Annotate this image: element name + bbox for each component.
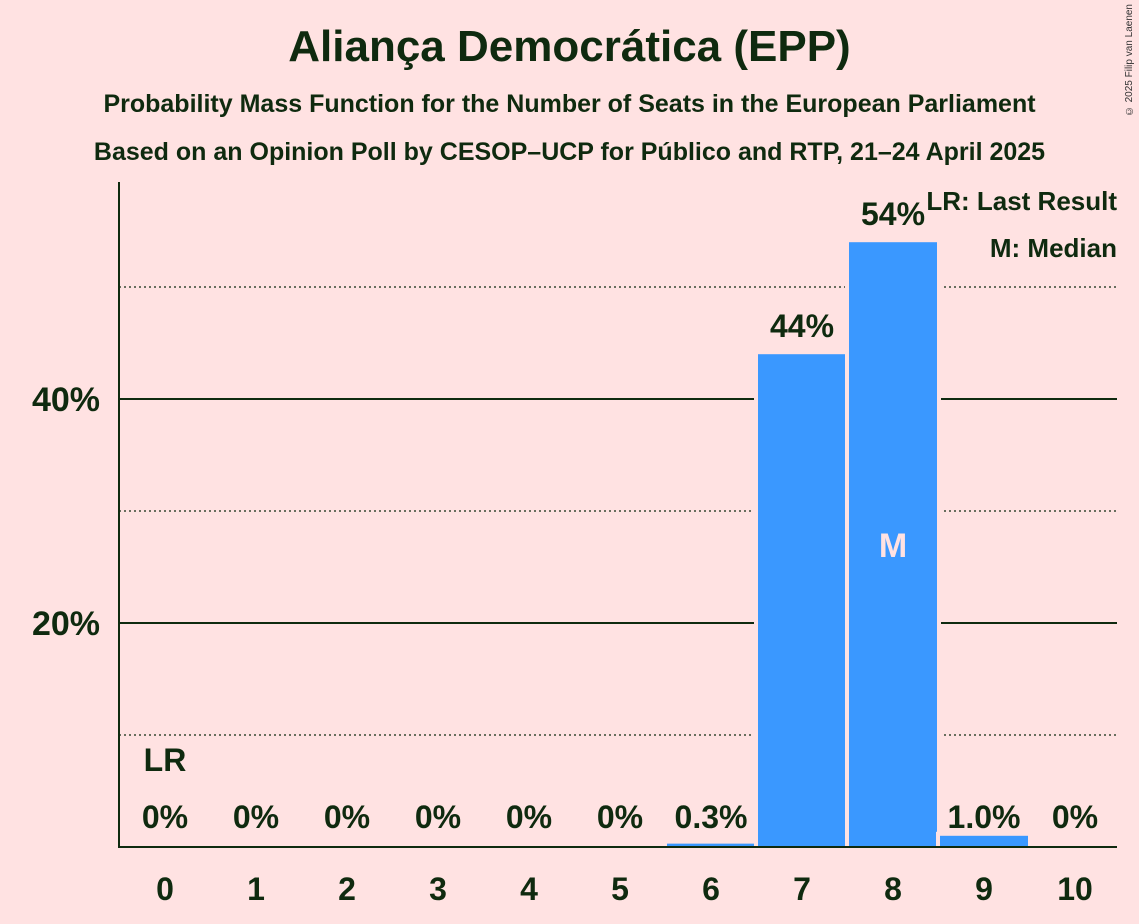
last-result-marker: LR	[144, 742, 187, 778]
y-tick-label: 20%	[32, 605, 100, 643]
bar-value-label: 44%	[770, 308, 834, 344]
chart-title: Aliança Democrática (EPP)	[288, 22, 851, 71]
bar-halo	[663, 839, 759, 847]
x-tick-label: 10	[1057, 871, 1093, 907]
bar-value-label: 0%	[415, 799, 461, 835]
median-marker: M	[879, 527, 907, 565]
bar	[758, 354, 846, 847]
x-tick-label: 6	[702, 871, 720, 907]
bar-value-label: 0%	[324, 799, 370, 835]
chart-source: Based on an Opinion Poll by CESOP–UCP fo…	[93, 138, 1046, 166]
x-tick-label: 4	[520, 871, 538, 907]
y-tick-label: 40%	[32, 381, 100, 419]
bar-value-label: 0%	[233, 799, 279, 835]
bar-value-label: 0%	[142, 799, 188, 835]
x-tick-label: 0	[156, 871, 174, 907]
bar-value-label: 1.0%	[948, 799, 1021, 835]
bar	[667, 843, 755, 847]
bar-value-label: 54%	[861, 196, 925, 232]
x-tick-label: 7	[793, 871, 811, 907]
bar-value-label: 0%	[1052, 799, 1098, 835]
x-tick-label: 2	[338, 871, 356, 907]
x-tick-label: 8	[884, 871, 902, 907]
bar-value-label: 0.3%	[675, 799, 748, 835]
bar	[849, 242, 937, 847]
legend-last-result: LR: Last Result	[926, 186, 1117, 216]
bar-value-label: 0%	[506, 799, 552, 835]
x-tick-label: 3	[429, 871, 447, 907]
legend-median: M: Median	[990, 233, 1117, 263]
x-tick-label: 9	[975, 871, 993, 907]
x-tick-label: 5	[611, 871, 629, 907]
x-tick-label: 1	[247, 871, 265, 907]
bar-value-label: 0%	[597, 799, 643, 835]
bar	[940, 835, 1028, 847]
chart-subtitle: Probability Mass Function for the Number…	[103, 90, 1036, 118]
